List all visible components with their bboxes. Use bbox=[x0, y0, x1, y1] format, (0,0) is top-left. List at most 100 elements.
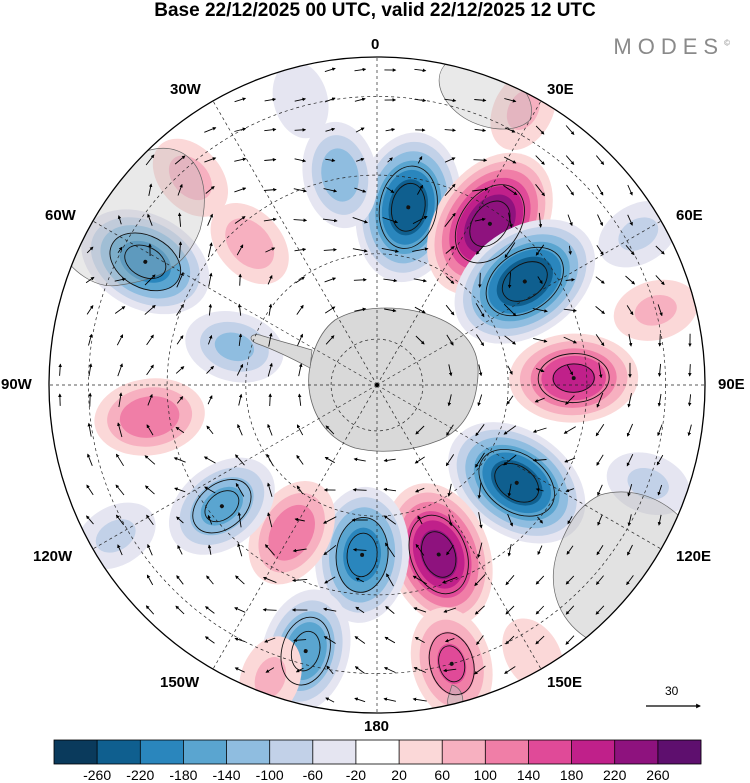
colorbar-swatch bbox=[312, 740, 357, 764]
wind-vector bbox=[507, 513, 513, 527]
wind-vector bbox=[384, 636, 396, 644]
wind-vector bbox=[596, 392, 604, 408]
anomaly-center bbox=[219, 504, 224, 509]
wind-vector bbox=[567, 214, 573, 227]
wind-vector bbox=[263, 187, 277, 192]
contour-line bbox=[290, 630, 321, 672]
contour-line bbox=[469, 200, 511, 247]
wind-vector bbox=[237, 303, 242, 316]
wind-vector bbox=[324, 67, 336, 73]
wind-vector bbox=[145, 605, 155, 615]
wind-vector bbox=[325, 697, 335, 703]
wind-vector bbox=[294, 517, 305, 522]
wind-vector bbox=[264, 637, 276, 643]
wind-vector bbox=[533, 337, 548, 343]
wind-vector bbox=[115, 484, 125, 496]
wind-vector bbox=[208, 303, 213, 316]
wind-vector bbox=[86, 484, 94, 496]
wind-vector bbox=[235, 454, 245, 466]
wind-vector bbox=[628, 333, 633, 347]
colorbar-swatch bbox=[226, 740, 270, 764]
wind-vector bbox=[383, 697, 396, 702]
lon-label-150e: 150E bbox=[547, 674, 583, 691]
wind-vector bbox=[263, 217, 277, 222]
lat-lon-grid bbox=[49, 57, 705, 713]
wind-vector bbox=[85, 276, 95, 284]
wind-vector bbox=[234, 667, 245, 673]
wind-vector bbox=[478, 512, 483, 529]
wind-vector bbox=[413, 666, 426, 673]
wind-vector bbox=[597, 214, 603, 227]
anomaly-band bbox=[129, 402, 170, 432]
wind-vector bbox=[352, 488, 367, 492]
lon-label-30w: 30W bbox=[170, 81, 201, 98]
wind-vector bbox=[175, 426, 185, 434]
wind-vector bbox=[412, 215, 428, 225]
wind-vector bbox=[504, 98, 517, 103]
wind-vector bbox=[325, 425, 335, 435]
colorbar-swatch bbox=[571, 740, 616, 764]
wind-vector bbox=[474, 665, 486, 675]
wind-vector bbox=[535, 488, 544, 492]
wind-vector bbox=[383, 487, 397, 492]
wind-vector bbox=[535, 605, 545, 615]
anomaly-band bbox=[225, 218, 275, 269]
meridian-line bbox=[376, 384, 542, 670]
wind-vector bbox=[207, 334, 213, 345]
wind-vector bbox=[203, 456, 216, 464]
lon-label-120w: 120W bbox=[33, 548, 73, 565]
wind-vector bbox=[262, 608, 277, 612]
wind-vector bbox=[386, 573, 394, 587]
wind-vector bbox=[204, 636, 215, 644]
wind-vector bbox=[448, 364, 453, 377]
wind-vector bbox=[597, 514, 603, 526]
wind-vector bbox=[324, 306, 336, 314]
wind-vector bbox=[234, 157, 247, 162]
wind-vector bbox=[444, 157, 456, 163]
wind-vector bbox=[235, 575, 245, 585]
wind-vector bbox=[688, 364, 692, 377]
wind-vector bbox=[267, 512, 273, 528]
colorbar-tick-label: 140 bbox=[517, 767, 541, 783]
wind-vector bbox=[445, 276, 455, 284]
wind-vector bbox=[354, 666, 365, 674]
wind-vector bbox=[323, 188, 338, 193]
wind-vector bbox=[443, 607, 457, 613]
wind-vector bbox=[207, 395, 213, 405]
wind-vector bbox=[535, 244, 545, 256]
wind-vector bbox=[236, 244, 244, 256]
latitude-circle bbox=[330, 338, 424, 432]
wind-vector bbox=[475, 424, 485, 437]
wind-vector bbox=[564, 457, 576, 463]
wind-vector bbox=[473, 158, 488, 162]
wind-vector bbox=[323, 636, 336, 644]
anomaly-band bbox=[254, 657, 287, 699]
wind-vector bbox=[568, 245, 572, 255]
wind-vector bbox=[176, 335, 184, 345]
wind-vector bbox=[268, 393, 272, 407]
wind-vector bbox=[412, 697, 427, 702]
wind-vector bbox=[237, 424, 243, 436]
wind-vector bbox=[86, 304, 94, 315]
wind-vector bbox=[627, 184, 633, 196]
wind-vector bbox=[352, 216, 368, 224]
colorbar-swatch bbox=[97, 740, 141, 764]
wind-vector bbox=[174, 155, 186, 165]
wind-vector bbox=[383, 458, 396, 463]
anomaly-center bbox=[360, 552, 365, 557]
wind-vector bbox=[267, 482, 273, 497]
wind-vector bbox=[535, 367, 545, 373]
wind-vector bbox=[627, 214, 633, 226]
wind-vector bbox=[145, 154, 155, 166]
wind-vector bbox=[563, 426, 576, 434]
wind-vector bbox=[386, 187, 395, 194]
wind-vector bbox=[412, 575, 427, 585]
wind-vector bbox=[325, 127, 336, 132]
wind-vector bbox=[385, 127, 396, 132]
colorbar-tick-label: -100 bbox=[256, 767, 284, 783]
wind-vector bbox=[475, 303, 485, 318]
map-border bbox=[48, 56, 706, 714]
colorbar-swatch bbox=[140, 740, 184, 764]
wind-vector bbox=[354, 67, 367, 72]
wind-vector bbox=[627, 483, 633, 497]
